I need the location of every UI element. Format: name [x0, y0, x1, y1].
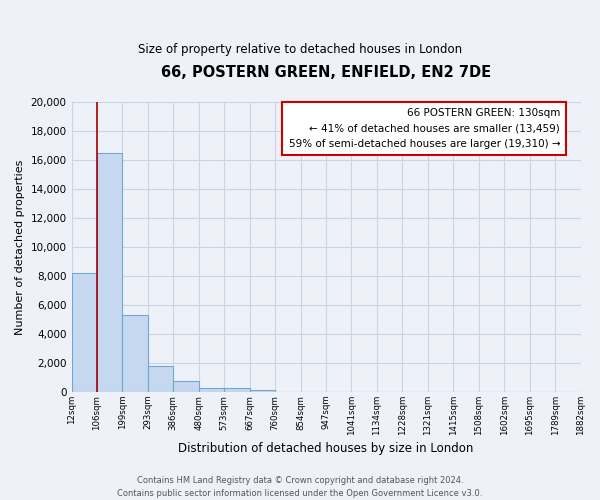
Y-axis label: Number of detached properties: Number of detached properties: [15, 160, 25, 334]
Text: Contains HM Land Registry data © Crown copyright and database right 2024.
Contai: Contains HM Land Registry data © Crown c…: [118, 476, 482, 498]
Bar: [122, 315, 148, 392]
X-axis label: Distribution of detached houses by size in London: Distribution of detached houses by size …: [178, 442, 474, 455]
Bar: [97, 152, 122, 392]
Bar: [148, 366, 173, 392]
Text: Size of property relative to detached houses in London: Size of property relative to detached ho…: [138, 42, 462, 56]
Bar: [199, 388, 224, 392]
Title: 66, POSTERN GREEN, ENFIELD, EN2 7DE: 66, POSTERN GREEN, ENFIELD, EN2 7DE: [161, 65, 491, 80]
Bar: [173, 381, 199, 392]
Bar: [71, 273, 97, 392]
Text: 66 POSTERN GREEN: 130sqm
← 41% of detached houses are smaller (13,459)
59% of se: 66 POSTERN GREEN: 130sqm ← 41% of detach…: [289, 108, 560, 149]
Bar: [250, 390, 275, 392]
Bar: [224, 388, 250, 392]
